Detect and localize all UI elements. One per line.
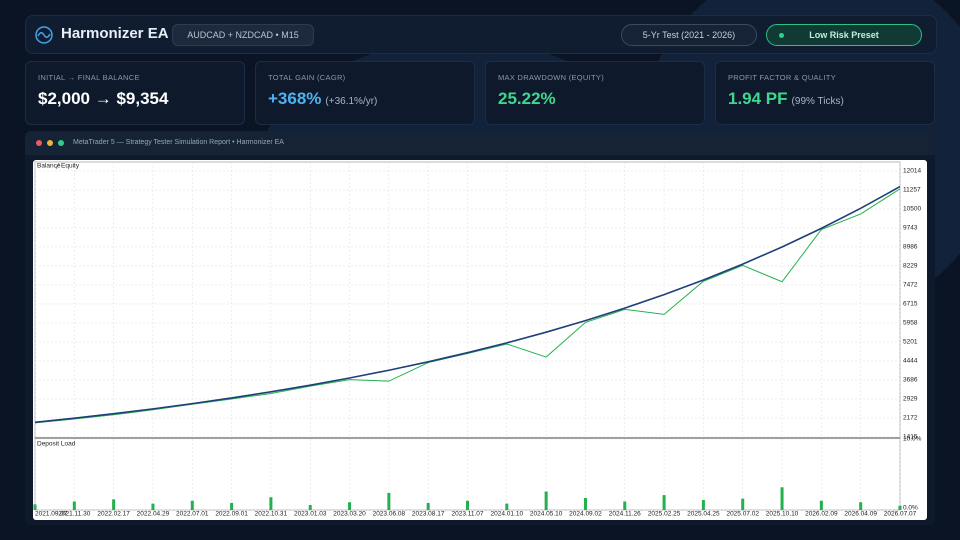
y-tick-label: 10.0% bbox=[903, 436, 922, 443]
bar bbox=[426, 502, 430, 510]
y-tick-label: 11257 bbox=[903, 187, 921, 194]
bar bbox=[898, 505, 902, 510]
bar bbox=[308, 505, 312, 510]
card-label: MAX DRAWDOWN (EQUITY) bbox=[498, 73, 605, 82]
note: (99% Ticks) bbox=[791, 96, 844, 107]
minimize-dot[interactable] bbox=[47, 140, 53, 146]
maximize-dot[interactable] bbox=[58, 140, 64, 146]
bar bbox=[701, 500, 705, 510]
window-bar: MetaTrader 5 — Strategy Tester Simulatio… bbox=[25, 131, 935, 155]
bar bbox=[151, 503, 155, 510]
bar bbox=[387, 492, 391, 510]
y-tick-label: 8229 bbox=[903, 263, 918, 270]
card-label: INITIAL → FINAL BALANCE bbox=[38, 73, 140, 82]
x-tick-label: 2024.09.02 bbox=[569, 511, 602, 518]
stat-card: MAX DRAWDOWN (EQUITY) 25.22% bbox=[485, 61, 705, 125]
x-tick-label: 2024.01.10 bbox=[491, 511, 524, 518]
legend-entry: Balance bbox=[37, 163, 61, 170]
bar bbox=[190, 500, 194, 510]
x-tick-label: 2021.09.07 bbox=[35, 511, 68, 518]
x-tick-label: 2023.08.17 bbox=[412, 511, 445, 518]
bar bbox=[72, 501, 76, 510]
close-dot[interactable] bbox=[36, 140, 42, 146]
x-tick-label: 2022.02.17 bbox=[97, 511, 130, 518]
bar bbox=[112, 499, 116, 510]
value: +368% bbox=[268, 89, 322, 108]
x-tick-label: 2025.07.02 bbox=[726, 511, 759, 518]
bar bbox=[348, 502, 352, 510]
card-label: PROFIT FACTOR & QUALITY bbox=[728, 73, 836, 82]
status-dot bbox=[779, 32, 784, 38]
bar bbox=[466, 500, 469, 510]
x-tick-label: 2026.04.09 bbox=[844, 511, 877, 518]
y-tick-label: 2929 bbox=[903, 396, 918, 403]
x-tick-label: 2026.07.07 bbox=[884, 511, 917, 518]
header: Harmonizer EA AUDCAD + NZDCAD • M15 5-Yr… bbox=[25, 15, 937, 54]
x-tick-label: 2023.03.20 bbox=[333, 511, 366, 518]
y-tick-label: 8986 bbox=[903, 244, 918, 251]
x-tick-label: 2022.09.01 bbox=[215, 511, 248, 518]
series-line bbox=[34, 185, 901, 424]
x-tick-label: 2023.06.08 bbox=[373, 511, 406, 518]
x-tick-label: 2024.11.26 bbox=[609, 511, 641, 518]
x-tick-label: 2022.07.01 bbox=[176, 511, 209, 518]
x-tick-label: 2021.11.30 bbox=[58, 511, 90, 518]
x-tick-label: 2023.11.07 bbox=[451, 511, 483, 518]
value: 1.94 PF bbox=[728, 89, 788, 108]
bar bbox=[269, 497, 273, 510]
bar bbox=[33, 504, 37, 510]
bar bbox=[505, 503, 509, 510]
bar bbox=[859, 502, 863, 510]
card-label: TOTAL GAIN (CAGR) bbox=[268, 73, 346, 82]
x-tick-label: 2026.02.09 bbox=[805, 511, 838, 518]
x-tick-label: 2025.10.10 bbox=[766, 511, 799, 518]
chart: 1415 2172 2929 3686 4444 5201 5958 6715 7472 8229… bbox=[33, 160, 927, 520]
y-tick-label: 1415 bbox=[903, 434, 918, 441]
window-title: MetaTrader 5 — Strategy Tester Simulatio… bbox=[73, 139, 284, 146]
logo bbox=[35, 26, 53, 44]
pair-pill[interactable]: AUDCAD + NZDCAD • M15 bbox=[172, 24, 314, 46]
y-tick-label: 3686 bbox=[903, 377, 918, 384]
y-tick-label: 12014 bbox=[903, 168, 921, 175]
bar bbox=[741, 498, 745, 510]
bar bbox=[662, 495, 666, 510]
preset-label: Low Risk Preset bbox=[809, 30, 879, 40]
y-tick-label: 4444 bbox=[903, 358, 918, 365]
y-tick-label: 6715 bbox=[903, 301, 918, 308]
y-tick-label: 9743 bbox=[903, 225, 918, 232]
panel-title: Deposit Load bbox=[37, 441, 76, 448]
stat-card: TOTAL GAIN (CAGR) +368% (+36.1%/yr) bbox=[255, 61, 475, 125]
bar bbox=[623, 501, 627, 510]
y-tick-label: 2172 bbox=[903, 415, 918, 422]
y-tick-label: 5201 bbox=[903, 339, 918, 346]
y-tick-label: 5958 bbox=[903, 320, 918, 327]
x-tick-label: 2023.01.03 bbox=[294, 511, 327, 518]
legend-entry: Equity bbox=[61, 163, 80, 170]
x-tick-label: 2022.04.29 bbox=[137, 511, 170, 518]
preset-button[interactable]: Low Risk Preset bbox=[766, 24, 922, 46]
stat-card: PROFIT FACTOR & QUALITY 1.94 PF (99% Ticks… bbox=[715, 61, 935, 125]
bar bbox=[780, 487, 784, 510]
x-tick-label: 2024.05.10 bbox=[530, 511, 563, 518]
card-value: 25.22% bbox=[498, 89, 556, 108]
legend-separator bbox=[55, 162, 60, 170]
note: (+36.1%/yr) bbox=[325, 96, 378, 107]
period-pill[interactable]: 5-Yr Test (2021 - 2026) bbox=[621, 24, 757, 46]
y-tick-label: 0.0% bbox=[903, 505, 918, 512]
y-tick-label: 7472 bbox=[903, 282, 918, 289]
card-value: +368% (+36.1%/yr) bbox=[268, 89, 377, 109]
y-tick-label: 10500 bbox=[903, 206, 921, 213]
bar bbox=[819, 500, 823, 510]
bar bbox=[544, 491, 548, 510]
card-value: $2,000 → $9,354 bbox=[38, 89, 169, 108]
card-value: 1.94 PF (99% Ticks) bbox=[728, 89, 844, 109]
bar bbox=[230, 502, 234, 510]
bar bbox=[583, 497, 587, 510]
stat-card: INITIAL → FINAL BALANCE $2,000 → $9,354 bbox=[25, 61, 245, 125]
x-tick-label: 2025.02.25 bbox=[648, 511, 681, 518]
x-tick-label: 2025.04.25 bbox=[687, 511, 720, 518]
x-tick-label: 2022.10.31 bbox=[255, 511, 288, 518]
app-title: Harmonizer EA bbox=[61, 25, 169, 42]
